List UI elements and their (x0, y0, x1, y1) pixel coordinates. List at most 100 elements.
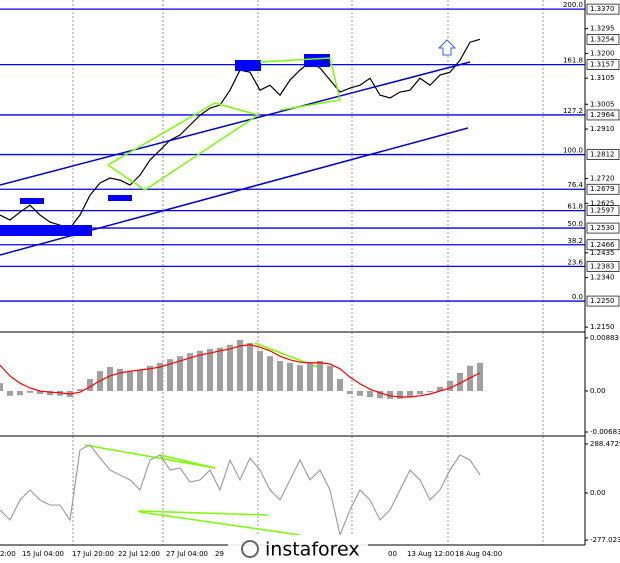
histogram-bar (37, 390, 43, 394)
level-label-box (586, 149, 620, 160)
level-label: 1.3370 (590, 5, 615, 13)
histogram-bar (257, 350, 263, 391)
histogram-bar (207, 348, 213, 391)
level-label-box (586, 183, 620, 195)
histogram-bar (77, 389, 83, 391)
histogram-bar (147, 365, 153, 391)
level-label: 1.2964 (590, 111, 615, 119)
histogram-bar (427, 390, 433, 393)
last-price-label: 1.3254 (590, 35, 615, 43)
histogram-bar (247, 342, 253, 391)
histogram-bar (7, 390, 13, 396)
histogram-bar (377, 390, 383, 399)
y-tick-label: 1.2435 (590, 249, 615, 257)
histogram-bar (477, 362, 483, 391)
histogram-bar (357, 390, 363, 396)
x-tick-label: 22 Jul 12:00 (118, 550, 160, 558)
y-tick-label: 1.2720 (590, 175, 615, 183)
x-tick-label: 2:00 (0, 550, 16, 558)
histogram-bar (347, 390, 353, 394)
watermark: instaforex (265, 539, 360, 561)
y-tick-label: 1.2625 (590, 199, 615, 207)
fib-label: 161.8 (563, 57, 583, 65)
histogram-bar (317, 360, 323, 391)
x-tick-label: 17 Jul 20:00 (72, 550, 114, 558)
histogram-bar (297, 365, 303, 391)
x-tick-label: 15 Jul 04:00 (22, 550, 64, 558)
histogram-bar (227, 344, 233, 391)
histogram-bar (0, 383, 3, 391)
histogram-bar (387, 390, 393, 399)
annotations (0, 39, 471, 536)
level-label: 1.2466 (590, 241, 615, 249)
histogram-bar (267, 356, 273, 391)
histogram-bar (177, 356, 183, 391)
histogram-bar (417, 390, 423, 394)
x-tick-label: 00 (388, 550, 397, 558)
level-label: 1.2530 (590, 224, 615, 232)
histogram-bar (327, 365, 333, 391)
histogram-bar (437, 386, 443, 391)
level-label: 1.2597 (590, 207, 615, 215)
histogram-bar (137, 369, 143, 391)
histogram-bar (47, 390, 53, 396)
level-label-box (586, 109, 620, 121)
histogram-bar (197, 350, 203, 391)
y-tick-label: 1.2340 (590, 274, 615, 282)
histogram-bar (307, 362, 313, 391)
histogram-bar (447, 380, 453, 391)
level-label-box (586, 3, 620, 15)
x-tick-label: 18 Aug 04:00 (455, 550, 502, 558)
fib-label: 38.2 (567, 237, 583, 245)
histogram-bar (457, 372, 463, 391)
level-label-box (586, 205, 620, 216)
y-tick-label: 0.00 (590, 489, 606, 497)
vertical-grid (72, 0, 544, 545)
histogram-bar (27, 390, 33, 393)
histogram-bar (117, 368, 123, 391)
price-panel: 1.3295 1.3200 1.3105 1.3005 1.2910 1.2720 1.26… (0, 1, 620, 331)
histogram-bar (217, 347, 223, 391)
histogram-bar (397, 390, 403, 399)
histogram-bar (367, 390, 373, 397)
fib-label: 127.2 (563, 107, 583, 115)
x-axis: 2:00 15 Jul 04:00 17 Jul 20:00 22 Jul 12:00… (0, 550, 502, 558)
last-price-box (586, 34, 620, 45)
histogram-bar (407, 390, 413, 397)
level-label: 1.2383 (590, 262, 615, 270)
level-label-box (586, 239, 620, 251)
level-label: 1.2679 (590, 185, 615, 193)
histogram-bar (287, 362, 293, 391)
oscillator-panel: 288.4729 0.00 -277.023 (0, 440, 620, 544)
y-tick-label: 1.3105 (590, 74, 615, 82)
fib-label: 200.0 (563, 1, 583, 9)
signal-line (0, 344, 481, 398)
level-label-box (586, 59, 620, 70)
histogram-bar (167, 359, 173, 391)
y-tick-label: 1.2910 (590, 125, 615, 133)
level-label: 1.2250 (590, 297, 615, 305)
watermark-box (228, 535, 368, 563)
y-tick-label: 1.3200 (590, 49, 615, 57)
fib-label: 76.4 (567, 181, 583, 189)
y-tick-label: 0.00883 (590, 334, 619, 342)
x-tick-label: 29 (215, 550, 224, 558)
histogram-bar (17, 390, 23, 396)
fib-label: 50.0 (567, 220, 583, 228)
level-label: 1.3157 (590, 61, 615, 69)
fib-label: 23.6 (567, 258, 583, 266)
y-tick-label: -277.023 (590, 536, 620, 544)
level-label-box (586, 261, 620, 272)
x-tick-label: 27 Jul 04:00 (166, 550, 208, 558)
price-line (0, 444, 481, 538)
y-tick-label: 1.3005 (590, 100, 615, 108)
level-label-box (586, 295, 620, 307)
macd-panel: 0.00883 0.00 -0.00683 (0, 334, 620, 436)
level-label-box (586, 222, 620, 234)
histogram-bar (187, 353, 193, 391)
fib-label: 0.0 (572, 293, 583, 301)
fib-label: 100.0 (563, 147, 583, 155)
histogram-bar (337, 378, 343, 391)
